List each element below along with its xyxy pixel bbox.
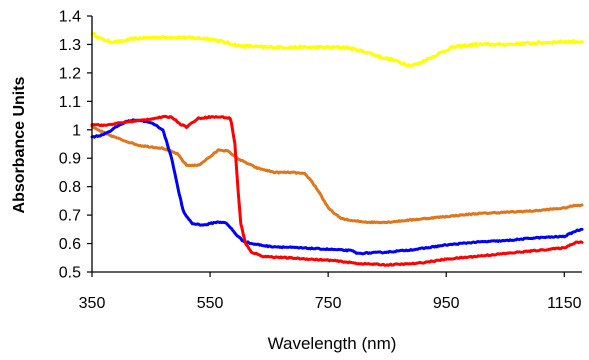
series-layer xyxy=(90,31,584,267)
y-tick-label: 0.7 xyxy=(59,208,81,225)
x-tick-label: 750 xyxy=(315,295,342,312)
y-tick-label: 0.6 xyxy=(59,236,81,253)
axes-layer xyxy=(91,16,582,273)
series-line-3 xyxy=(90,118,584,256)
x-tick-label: 550 xyxy=(197,295,224,312)
y-tick-label: 0.8 xyxy=(59,179,81,196)
y-tick-label: 1.4 xyxy=(59,9,81,26)
y-tick-label: 1 xyxy=(72,122,81,139)
series-line-4 xyxy=(90,114,584,267)
y-tick-label: 1.1 xyxy=(59,94,81,111)
x-tick-label: 350 xyxy=(79,295,106,312)
y-axis-title: Absorbance Units xyxy=(11,76,28,213)
y-tick-label: 0.9 xyxy=(59,151,81,168)
x-axis-title: Wavelength (nm) xyxy=(268,334,397,353)
x-tick-label: 950 xyxy=(433,295,460,312)
tick-layer: 0.5 0.6 0.7 0.8 0.9 1 1.1 1.2 1.3 1.4 350 550 750 950… xyxy=(59,9,582,313)
series-line-1 xyxy=(90,31,584,68)
y-tick-label: 1.2 xyxy=(59,65,81,82)
y-tick-label: 1.3 xyxy=(59,37,81,54)
x-tick-label: 1150 xyxy=(547,295,582,312)
series-line-2 xyxy=(90,124,584,225)
y-tick-label: 0.5 xyxy=(59,265,81,282)
